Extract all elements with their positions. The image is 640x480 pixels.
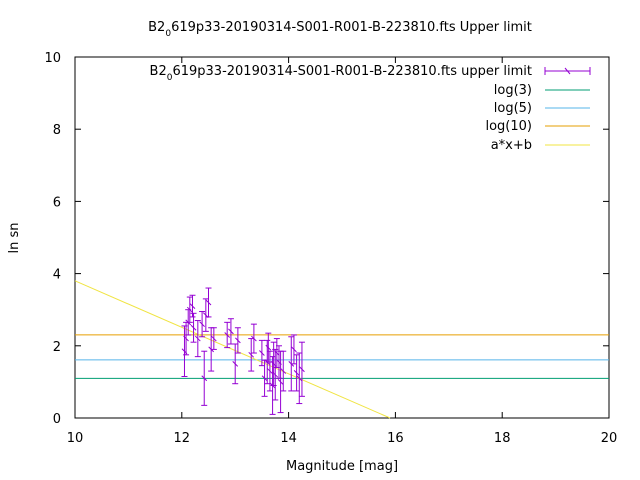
data-point bbox=[190, 312, 197, 343]
data-point bbox=[186, 296, 193, 323]
legend-label-log5: log(5) bbox=[494, 101, 532, 116]
data-point bbox=[210, 327, 217, 350]
data-point bbox=[199, 311, 206, 338]
point-marker bbox=[291, 346, 297, 353]
x-axis-ticks: 10 12 14 16 18 20 bbox=[67, 57, 618, 446]
y-tick-label: 2 bbox=[53, 340, 61, 355]
y-tick-label: 4 bbox=[53, 268, 61, 283]
data-point bbox=[298, 341, 305, 397]
data-point bbox=[293, 354, 300, 392]
point-marker bbox=[259, 350, 265, 356]
data-point bbox=[234, 327, 241, 354]
point-marker bbox=[189, 303, 196, 309]
x-tick-label: 18 bbox=[494, 431, 511, 446]
point-marker bbox=[232, 360, 239, 367]
point-marker bbox=[293, 370, 300, 376]
point-marker bbox=[183, 335, 189, 342]
x-tick-label: 16 bbox=[387, 431, 404, 446]
point-marker bbox=[280, 368, 287, 374]
x-tick-label: 12 bbox=[174, 431, 191, 446]
data-point bbox=[248, 338, 255, 372]
point-marker bbox=[277, 379, 284, 385]
legend: B20619p33-20190314-S001-R001-B-223810.ft… bbox=[150, 64, 591, 153]
point-marker bbox=[228, 328, 234, 335]
data-point bbox=[205, 287, 212, 318]
point-marker bbox=[267, 368, 273, 374]
legend-label-log3: log(3) bbox=[494, 83, 532, 98]
data-points bbox=[181, 287, 305, 415]
point-marker bbox=[224, 332, 231, 338]
x-tick-label: 14 bbox=[280, 431, 297, 446]
point-marker bbox=[201, 375, 208, 382]
y-tick-label: 0 bbox=[53, 412, 61, 427]
data-point bbox=[261, 359, 268, 397]
legend-label-points: B20619p33-20190314-S001-R001-B-223810.ft… bbox=[150, 64, 532, 83]
data-point bbox=[202, 298, 209, 332]
data-point bbox=[250, 323, 257, 354]
fit-line bbox=[74, 280, 391, 419]
x-tick-label: 10 bbox=[67, 431, 84, 446]
data-point bbox=[232, 343, 239, 385]
data-point bbox=[201, 350, 208, 406]
data-point bbox=[224, 321, 231, 349]
point-marker bbox=[272, 371, 279, 378]
data-point bbox=[280, 350, 287, 392]
legend-swatch-points bbox=[544, 67, 591, 75]
x-axis-label: Magnitude [mag] bbox=[286, 459, 398, 474]
y-axis-ticks: 0 2 4 6 8 10 bbox=[44, 51, 609, 427]
data-point bbox=[227, 318, 234, 345]
plot-area bbox=[74, 280, 609, 419]
data-point bbox=[296, 352, 303, 405]
y-tick-label: 8 bbox=[53, 123, 61, 138]
x-tick-label: 20 bbox=[601, 431, 618, 446]
data-point bbox=[290, 334, 297, 365]
data-point bbox=[183, 321, 190, 356]
y-axis-label: ln sn bbox=[7, 223, 22, 254]
point-marker bbox=[190, 324, 197, 331]
data-point bbox=[194, 320, 201, 358]
point-marker bbox=[210, 335, 217, 342]
point-marker bbox=[296, 375, 303, 382]
point-marker bbox=[205, 299, 212, 306]
chart-title: B20619p33-20190314-S001-R001-B-223810.ft… bbox=[148, 20, 532, 39]
legend-label-fit: a*x+b bbox=[491, 138, 532, 153]
point-marker bbox=[261, 375, 268, 382]
data-point bbox=[266, 350, 273, 392]
point-marker bbox=[265, 344, 272, 351]
reference-lines bbox=[75, 334, 609, 379]
fit-line-group bbox=[74, 280, 391, 419]
point-marker bbox=[235, 337, 241, 344]
legend-label-log10: log(10) bbox=[485, 119, 532, 134]
y-tick-label: 10 bbox=[44, 51, 61, 66]
point-marker bbox=[194, 335, 201, 342]
plot-frame bbox=[74, 56, 610, 419]
point-marker bbox=[199, 321, 205, 327]
point-marker bbox=[299, 366, 305, 373]
point-marker bbox=[186, 306, 193, 313]
point-marker bbox=[251, 335, 257, 342]
data-point bbox=[258, 339, 265, 367]
point-marker bbox=[248, 351, 255, 358]
y-tick-label: 6 bbox=[53, 195, 61, 210]
